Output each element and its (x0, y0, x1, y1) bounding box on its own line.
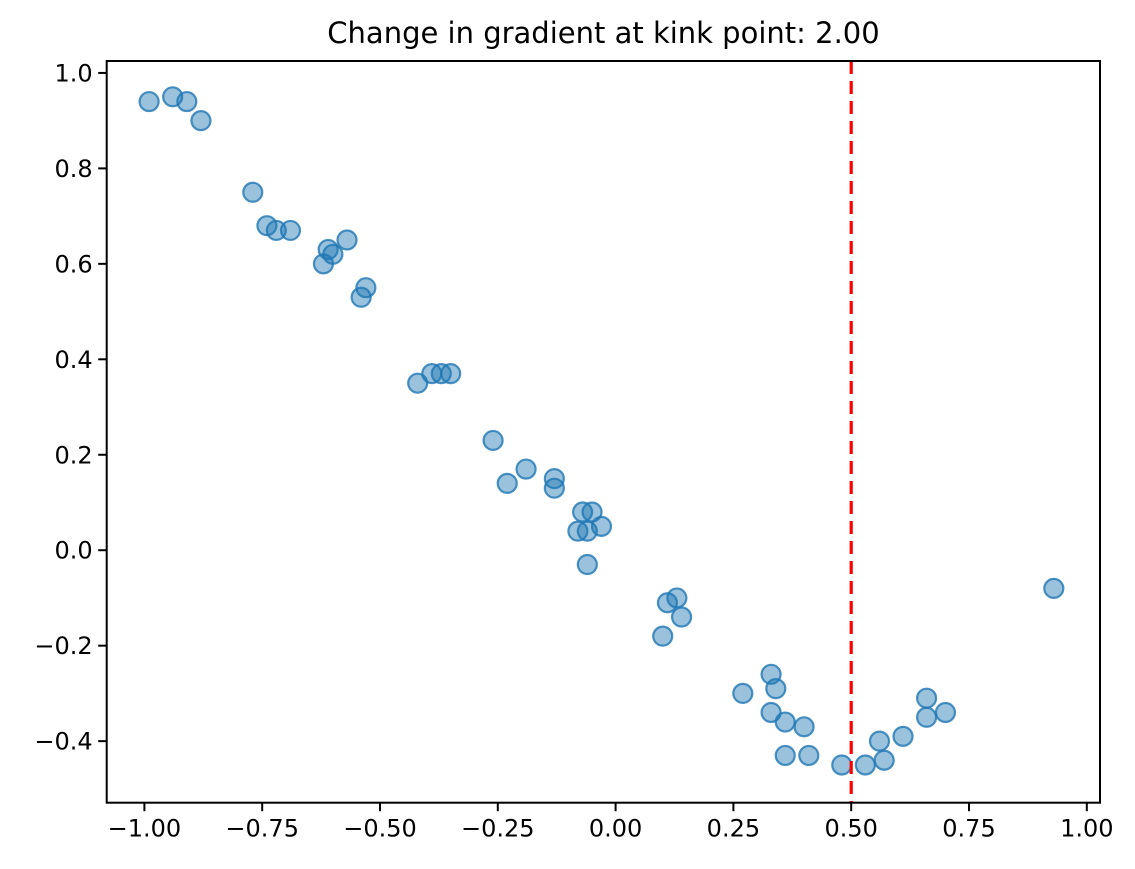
y-axis-tick-label: 0.6 (55, 250, 93, 278)
scatter-point (873, 749, 895, 771)
scatter-point (1043, 577, 1065, 599)
y-axis-tick-label: 1.0 (55, 59, 93, 87)
y-axis-tick-label: −0.2 (34, 632, 92, 660)
x-axis-tick-label: −0.75 (225, 815, 299, 843)
scatter-point (312, 253, 335, 275)
scatter-point (934, 701, 957, 724)
x-axis-tick-label: 0.75 (942, 815, 995, 843)
scatter-point (915, 706, 938, 728)
x-axis-tick-label: 1.00 (1060, 815, 1113, 843)
scatter-point (355, 277, 377, 299)
y-axis-tick-label: 0.0 (55, 537, 93, 565)
y-axis-tick-label: 0.8 (55, 155, 93, 183)
scatter-point (590, 515, 613, 537)
scatter-point (793, 716, 815, 738)
scatter-point (854, 754, 876, 776)
scatter-point (798, 744, 820, 767)
scatter-point (576, 553, 598, 576)
scatter-point (279, 219, 302, 242)
scatter-point (831, 754, 853, 776)
y-axis-tick-label: 0.4 (55, 346, 93, 374)
chart-title: Change in gradient at kink point: 2.00 (327, 16, 880, 50)
scatter-point (176, 90, 198, 113)
scatter-point (336, 229, 358, 251)
scatter-point (350, 286, 372, 308)
scatter-point (652, 625, 674, 647)
x-axis-tick-label: −0.25 (461, 815, 535, 843)
scatter-point (138, 90, 160, 113)
scatter-point (242, 181, 264, 203)
x-axis-tick-label: 0.00 (589, 815, 642, 843)
scatter-point (774, 744, 796, 767)
y-axis-tick-label: 0.2 (55, 441, 93, 469)
scatter-point (440, 363, 462, 385)
scatter-point (666, 587, 688, 609)
x-axis-tick-label: 0.25 (707, 815, 760, 843)
scatter-point (496, 472, 518, 494)
scatter-point (774, 711, 796, 733)
scatter-point (515, 458, 537, 480)
scatter-point (482, 429, 504, 452)
scatter-point (670, 606, 693, 628)
scatter-point (190, 110, 212, 132)
scatter-point (868, 730, 891, 752)
y-axis-tick-label: −0.4 (34, 728, 92, 756)
x-axis-tick-label: 0.50 (824, 815, 877, 843)
x-axis-tick-label: −1.00 (108, 815, 182, 843)
scatter-point (892, 725, 914, 747)
scatter-point (765, 678, 787, 700)
scatter-point (915, 687, 938, 709)
axes-spines (105, 60, 1101, 804)
x-axis-tick-label: −0.50 (343, 815, 417, 843)
scatter-point (543, 477, 565, 499)
scatter-point (732, 682, 754, 705)
